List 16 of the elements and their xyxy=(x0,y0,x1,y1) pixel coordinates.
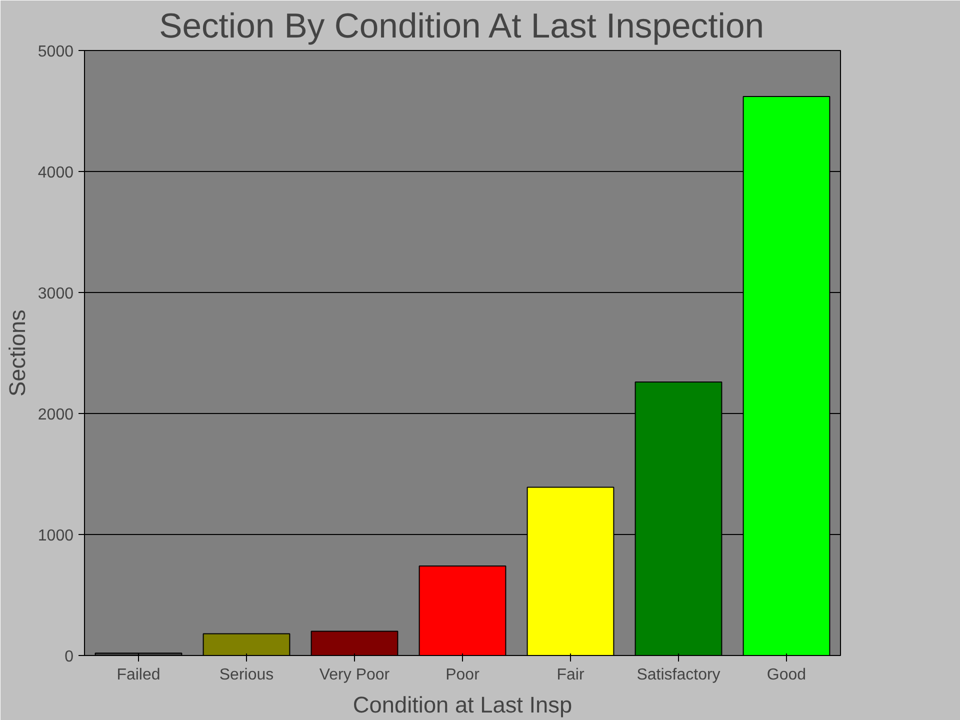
x-tick-label: Poor xyxy=(446,666,480,684)
y-tick-label: 4000 xyxy=(38,164,74,182)
y-tick-label: 5000 xyxy=(38,44,74,60)
x-tick-label: Very Poor xyxy=(319,666,390,684)
x-axis-title: Condition at Last Insp xyxy=(352,692,572,718)
x-tick-label: Good xyxy=(766,666,806,684)
x-tick-label: Failed xyxy=(116,666,160,684)
x-tick-label: Satisfactory xyxy=(636,666,720,684)
y-tick-label: 2000 xyxy=(38,406,74,424)
y-tick-label: 1000 xyxy=(38,528,74,544)
x-tick-label: Serious xyxy=(219,666,274,684)
y-tick-label: 3000 xyxy=(38,286,74,302)
y-axis-title: Sections xyxy=(4,310,30,396)
x-tick-label: Fair xyxy=(556,666,585,684)
y-tick-label: 0 xyxy=(64,648,74,666)
chart-title: Section By Condition At Last Inspection xyxy=(159,8,764,46)
